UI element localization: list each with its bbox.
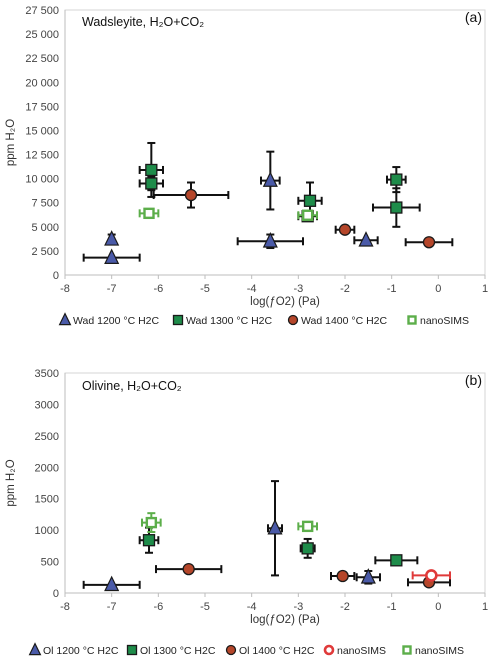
legend-marker bbox=[58, 312, 72, 326]
y-tick-label: 2500 bbox=[35, 431, 59, 443]
data-point bbox=[145, 177, 158, 190]
data-point bbox=[145, 163, 158, 177]
legend-label: Ol 1200 °C H2C bbox=[43, 645, 119, 657]
y-tick-label: 7 500 bbox=[31, 198, 59, 210]
y-tick-label: 5 000 bbox=[31, 222, 59, 234]
legend-marker bbox=[126, 644, 138, 656]
legend-label: Wad 1200 °C H2C bbox=[73, 315, 160, 327]
x-tick-label: -6 bbox=[153, 601, 163, 613]
y-tick-label: 3000 bbox=[35, 399, 59, 411]
y-tick-label: 0 bbox=[53, 588, 59, 600]
legend-marker bbox=[225, 644, 237, 656]
data-point bbox=[338, 223, 352, 236]
y-tick-label: 12 500 bbox=[25, 150, 59, 162]
data-point bbox=[301, 520, 314, 533]
x-tick-label: -3 bbox=[293, 283, 303, 295]
y-tick-label: 2000 bbox=[35, 462, 59, 474]
data-point bbox=[182, 562, 195, 576]
y-tick-label: 10 000 bbox=[25, 174, 59, 186]
data-point bbox=[360, 568, 376, 584]
data-point bbox=[390, 554, 403, 567]
x-tick-label: 1 bbox=[482, 283, 488, 295]
legend-label: Ol 1400 °C H2C bbox=[239, 645, 315, 657]
legend-label: Wad 1400 °C H2C bbox=[301, 315, 388, 327]
data-point bbox=[303, 194, 317, 207]
y-tick-label: 3500 bbox=[35, 368, 59, 380]
y-tick-label: 20 000 bbox=[25, 77, 59, 89]
data-point bbox=[301, 209, 314, 221]
x-tick-label: -8 bbox=[60, 601, 70, 613]
data-point bbox=[390, 201, 403, 214]
data-point bbox=[104, 575, 120, 592]
data-point bbox=[262, 232, 278, 248]
x-tick-label: -7 bbox=[107, 283, 117, 295]
x-tick-label: -2 bbox=[340, 283, 350, 295]
panel-title: Olivine, H₂O+CO₂ bbox=[82, 379, 182, 393]
data-point bbox=[267, 519, 283, 535]
y-tick-label: 27 500 bbox=[25, 5, 59, 17]
panel-a-chart: 0 2 500 5 000 7 500 10 000 12 500 15 000 17 500… bbox=[5, 5, 488, 327]
data-point bbox=[104, 248, 120, 264]
y-tick-label: 22 500 bbox=[25, 53, 59, 65]
data-point bbox=[145, 516, 158, 529]
x-tick-label: -8 bbox=[60, 283, 70, 295]
data-point bbox=[301, 542, 314, 555]
x-tick-label: -1 bbox=[387, 283, 397, 295]
legend-marker bbox=[402, 645, 412, 655]
data-point bbox=[262, 171, 278, 187]
x-tick-label: -2 bbox=[340, 601, 350, 613]
data-point bbox=[390, 173, 403, 186]
x-tick-label: -5 bbox=[200, 601, 210, 613]
legend-marker bbox=[172, 314, 184, 326]
y-axis-label: ppm H₂O bbox=[5, 459, 17, 506]
data-point bbox=[422, 236, 436, 249]
data-point bbox=[336, 569, 349, 583]
legend-label: nanoSIMS bbox=[420, 315, 469, 327]
x-tick-label: -3 bbox=[293, 601, 303, 613]
x-tick-label: 0 bbox=[435, 601, 441, 613]
legend-label: Wad 1300 °C H2C bbox=[186, 315, 273, 327]
plot-frame bbox=[64, 9, 486, 276]
legend-marker bbox=[287, 314, 299, 326]
y-tick-label: 1000 bbox=[35, 525, 59, 537]
data-point bbox=[358, 231, 374, 247]
x-axis-label: log(ƒO2) (Pa) bbox=[250, 296, 320, 308]
panel-b-chart: 0 500 1000 1500 2000 2500 3000 3500 -8 -7 -6 -5 -4 -3… bbox=[5, 368, 488, 657]
x-tick-label: -5 bbox=[200, 283, 210, 295]
x-tick-label: 0 bbox=[435, 283, 441, 295]
data-point bbox=[143, 207, 155, 220]
data-point bbox=[142, 534, 156, 547]
x-tick-label: -7 bbox=[107, 601, 117, 613]
x-tick-label: 1 bbox=[482, 601, 488, 613]
y-tick-label: 0 bbox=[53, 270, 59, 282]
panel-title: Wadsleyite, H₂O+CO₂ bbox=[82, 15, 204, 29]
legend-marker bbox=[28, 642, 42, 656]
x-tick-label: -1 bbox=[387, 601, 397, 613]
x-tick-label: -4 bbox=[247, 283, 257, 295]
y-tick-label: 2 500 bbox=[31, 246, 59, 258]
y-tick-label: 500 bbox=[41, 557, 59, 569]
legend-marker bbox=[407, 315, 417, 325]
panel-label: (a) bbox=[465, 9, 482, 25]
y-tick-label: 1500 bbox=[35, 494, 59, 506]
data-point bbox=[104, 230, 120, 246]
x-tick-label: -4 bbox=[247, 601, 257, 613]
y-tick-label: 17 500 bbox=[25, 101, 59, 113]
panel-label: (b) bbox=[465, 372, 482, 388]
legend-label: nanoSIMS bbox=[415, 645, 464, 657]
legend-label: nanoSIMS bbox=[337, 645, 386, 657]
legend-marker bbox=[323, 644, 335, 656]
legend-label: Ol 1300 °C H2C bbox=[140, 645, 216, 657]
data-point bbox=[425, 569, 438, 582]
y-axis-label: ppm H₂O bbox=[5, 119, 17, 166]
x-tick-label: -6 bbox=[153, 283, 163, 295]
y-tick-label: 15 000 bbox=[25, 125, 59, 137]
y-tick-label: 25 000 bbox=[25, 29, 59, 41]
x-axis-label: log(ƒO2) (Pa) bbox=[250, 614, 320, 626]
data-point bbox=[184, 188, 198, 202]
